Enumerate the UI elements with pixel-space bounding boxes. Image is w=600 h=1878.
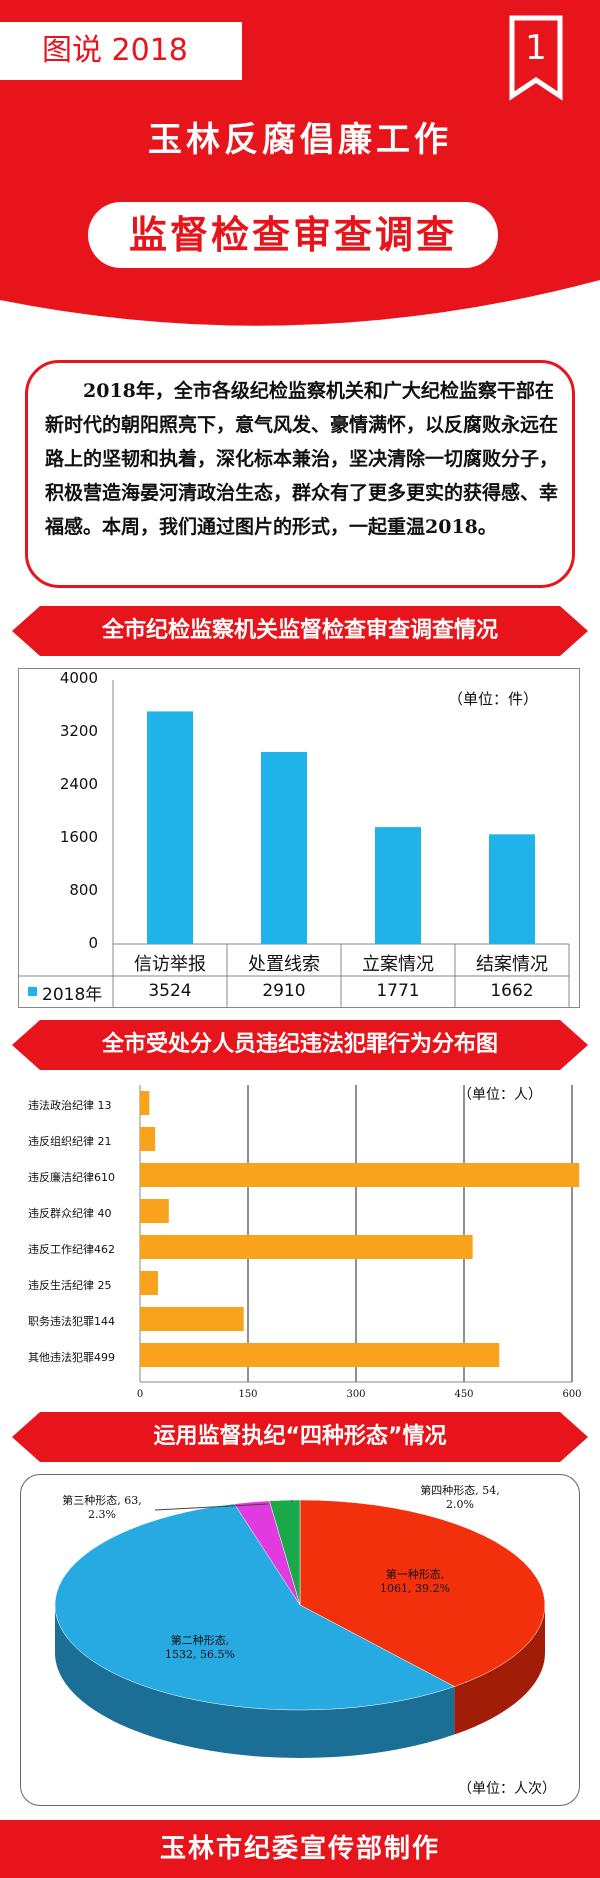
intro-paragraph: 2018年，全市各级纪检监察机关和广大纪检监察干部在新时代的朝阳照亮下，意气风发…	[45, 380, 559, 538]
pie-label-2: 第二种形态, 1532, 56.5%	[145, 1632, 255, 1661]
footer-credit: 玉林市纪委宣传部制作	[159, 1834, 440, 1864]
chart2-category: 违反廉洁纪律610	[28, 1171, 115, 1184]
chart1-ytick: 2400	[59, 775, 98, 793]
bookmark-badge	[509, 15, 563, 101]
chart2-bar	[140, 1343, 500, 1367]
pie-side-2	[54, 1605, 455, 1758]
chart2-bar	[140, 1235, 473, 1259]
chart2-category: 违反工作纪律462	[28, 1243, 115, 1256]
chart1-category: 处置线索	[248, 954, 320, 975]
chart2-bar	[140, 1271, 158, 1295]
page-title: 玉林反腐倡廉工作	[148, 120, 452, 160]
chart1-bar	[489, 834, 535, 944]
chart1-series-name: 2018年	[42, 985, 103, 1005]
pie-label-1: 第一种形态, 1061, 39.2%	[360, 1566, 470, 1595]
chart1-bar	[147, 711, 193, 944]
chart1-bar	[375, 827, 421, 944]
section-banner-2	[12, 1020, 588, 1070]
chart1-ytick: 800	[69, 881, 98, 899]
chart3-unit: （单位：人次）	[458, 1781, 556, 1797]
pie-label-1-line1: 第一种形态,	[385, 1568, 445, 1581]
pie-slice-4	[269, 1499, 301, 1606]
chart1-frame	[18, 668, 580, 1008]
chart1-value: 1771	[376, 981, 420, 1001]
section-title-3: 运用监督执纪“四种形态”情况	[153, 1424, 447, 1449]
pie-label-3-line1: 第三种形态, 63,	[62, 1494, 142, 1507]
pie-label-4-line2: 2.0%	[446, 1498, 474, 1511]
page-subtitle: 监督检查审查调查	[88, 202, 498, 268]
chart2-category: 违反组织纪律 21	[28, 1135, 112, 1148]
chart1-value: 2910	[262, 981, 306, 1001]
chart1-value: 3524	[148, 981, 192, 1001]
chart1-ytick: 3200	[59, 722, 98, 740]
pie-slice-2	[54, 1503, 455, 1711]
year-tag: 图说 2018	[0, 22, 242, 80]
footer-bar	[0, 1820, 600, 1878]
pie-side-1	[454, 1605, 545, 1735]
pie-label-2-line2: 1532, 56.5%	[165, 1648, 235, 1661]
chart1-unit: （单位：件）	[448, 690, 539, 708]
chart1-category: 立案情况	[362, 954, 434, 975]
chart2-bar	[140, 1199, 169, 1223]
chart2-bar	[140, 1163, 580, 1187]
chart2-unit: （单位：人）	[458, 1087, 542, 1103]
section-title-1: 全市纪检监察机关监督检查审查调查情况	[101, 618, 498, 643]
section-banner-3	[12, 1412, 588, 1462]
section-banner-1	[12, 606, 588, 656]
chart2-bar	[140, 1127, 156, 1151]
pie-label-1-line2: 1061, 39.2%	[380, 1582, 450, 1595]
chart2-category: 违反群众纪律 40	[28, 1207, 112, 1220]
chart2-xtick: 450	[454, 1389, 474, 1400]
chart2-category: 违法政治纪律 13	[28, 1099, 112, 1112]
chart3-frame	[20, 1474, 580, 1806]
chart2-xtick: 300	[346, 1389, 366, 1400]
pie-label-3-line2: 2.3%	[88, 1508, 116, 1521]
chart2-xtick: 150	[238, 1389, 258, 1400]
chart2-xtick: 600	[562, 1389, 582, 1400]
chart1-category: 信访举报	[134, 954, 206, 975]
chart2-category: 其他违法犯罪499	[28, 1351, 115, 1364]
pie-label-3: 第三种形态, 63, 2.3%	[42, 1492, 162, 1521]
pie-label-2-line1: 第二种形态,	[170, 1634, 230, 1647]
pie-slice-1	[299, 1499, 546, 1687]
page-number: 1	[525, 28, 547, 68]
chart2-bar	[140, 1091, 150, 1115]
chart1-ytick: 0	[88, 934, 98, 952]
chart2-category: 违反生活纪律 25	[28, 1279, 112, 1292]
pie-leader-3	[154, 1503, 269, 1511]
chart2-category: 职务违法犯罪144	[28, 1315, 115, 1328]
chart1-legend-marker	[28, 987, 37, 996]
intro-box	[25, 360, 575, 588]
chart1-bar	[261, 751, 307, 944]
chart1-ytick: 1600	[59, 828, 98, 846]
chart1-value: 1662	[490, 981, 534, 1001]
chart1-ytick: 4000	[59, 669, 98, 687]
pie-label-4-line1: 第四种形态, 54,	[420, 1484, 500, 1497]
pie-label-4: 第四种形态, 54, 2.0%	[400, 1482, 520, 1511]
section-title-2: 全市受处分人员违纪违法犯罪行为分布图	[101, 1032, 498, 1057]
chart2-bar	[140, 1307, 244, 1331]
chart1-category: 结案情况	[476, 954, 548, 975]
chart2-xtick: 0	[136, 1389, 144, 1400]
